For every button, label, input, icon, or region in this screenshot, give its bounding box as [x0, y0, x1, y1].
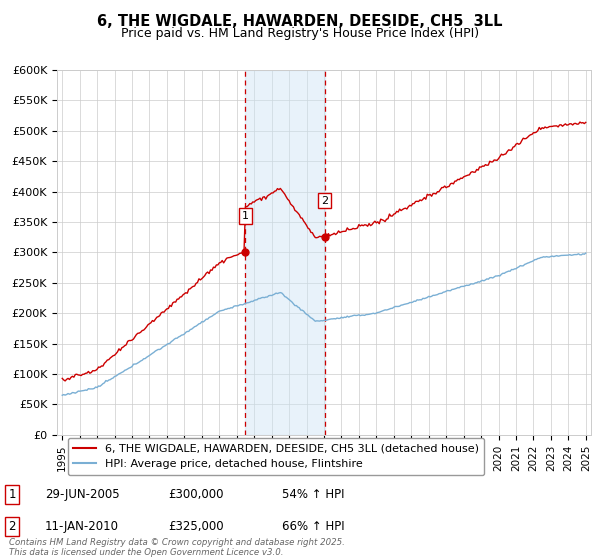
Text: £325,000: £325,000	[168, 520, 224, 533]
Text: Contains HM Land Registry data © Crown copyright and database right 2025.
This d: Contains HM Land Registry data © Crown c…	[9, 538, 345, 557]
Text: 2: 2	[8, 520, 16, 533]
Bar	[245, 70, 325, 435]
Text: 11-JAN-2010: 11-JAN-2010	[45, 520, 119, 533]
Text: 1: 1	[8, 488, 16, 501]
Text: 66% ↑ HPI: 66% ↑ HPI	[282, 520, 344, 533]
Text: 1: 1	[242, 211, 249, 221]
Text: 6, THE WIGDALE, HAWARDEN, DEESIDE, CH5  3LL: 6, THE WIGDALE, HAWARDEN, DEESIDE, CH5 3…	[97, 14, 503, 29]
Text: 54% ↑ HPI: 54% ↑ HPI	[282, 488, 344, 501]
Text: 29-JUN-2005: 29-JUN-2005	[45, 488, 119, 501]
Legend: 6, THE WIGDALE, HAWARDEN, DEESIDE, CH5 3LL (detached house), HPI: Average price,: 6, THE WIGDALE, HAWARDEN, DEESIDE, CH5 3…	[68, 438, 484, 475]
Text: Price paid vs. HM Land Registry's House Price Index (HPI): Price paid vs. HM Land Registry's House …	[121, 27, 479, 40]
Text: 2: 2	[321, 196, 328, 206]
Text: £300,000: £300,000	[168, 488, 224, 501]
